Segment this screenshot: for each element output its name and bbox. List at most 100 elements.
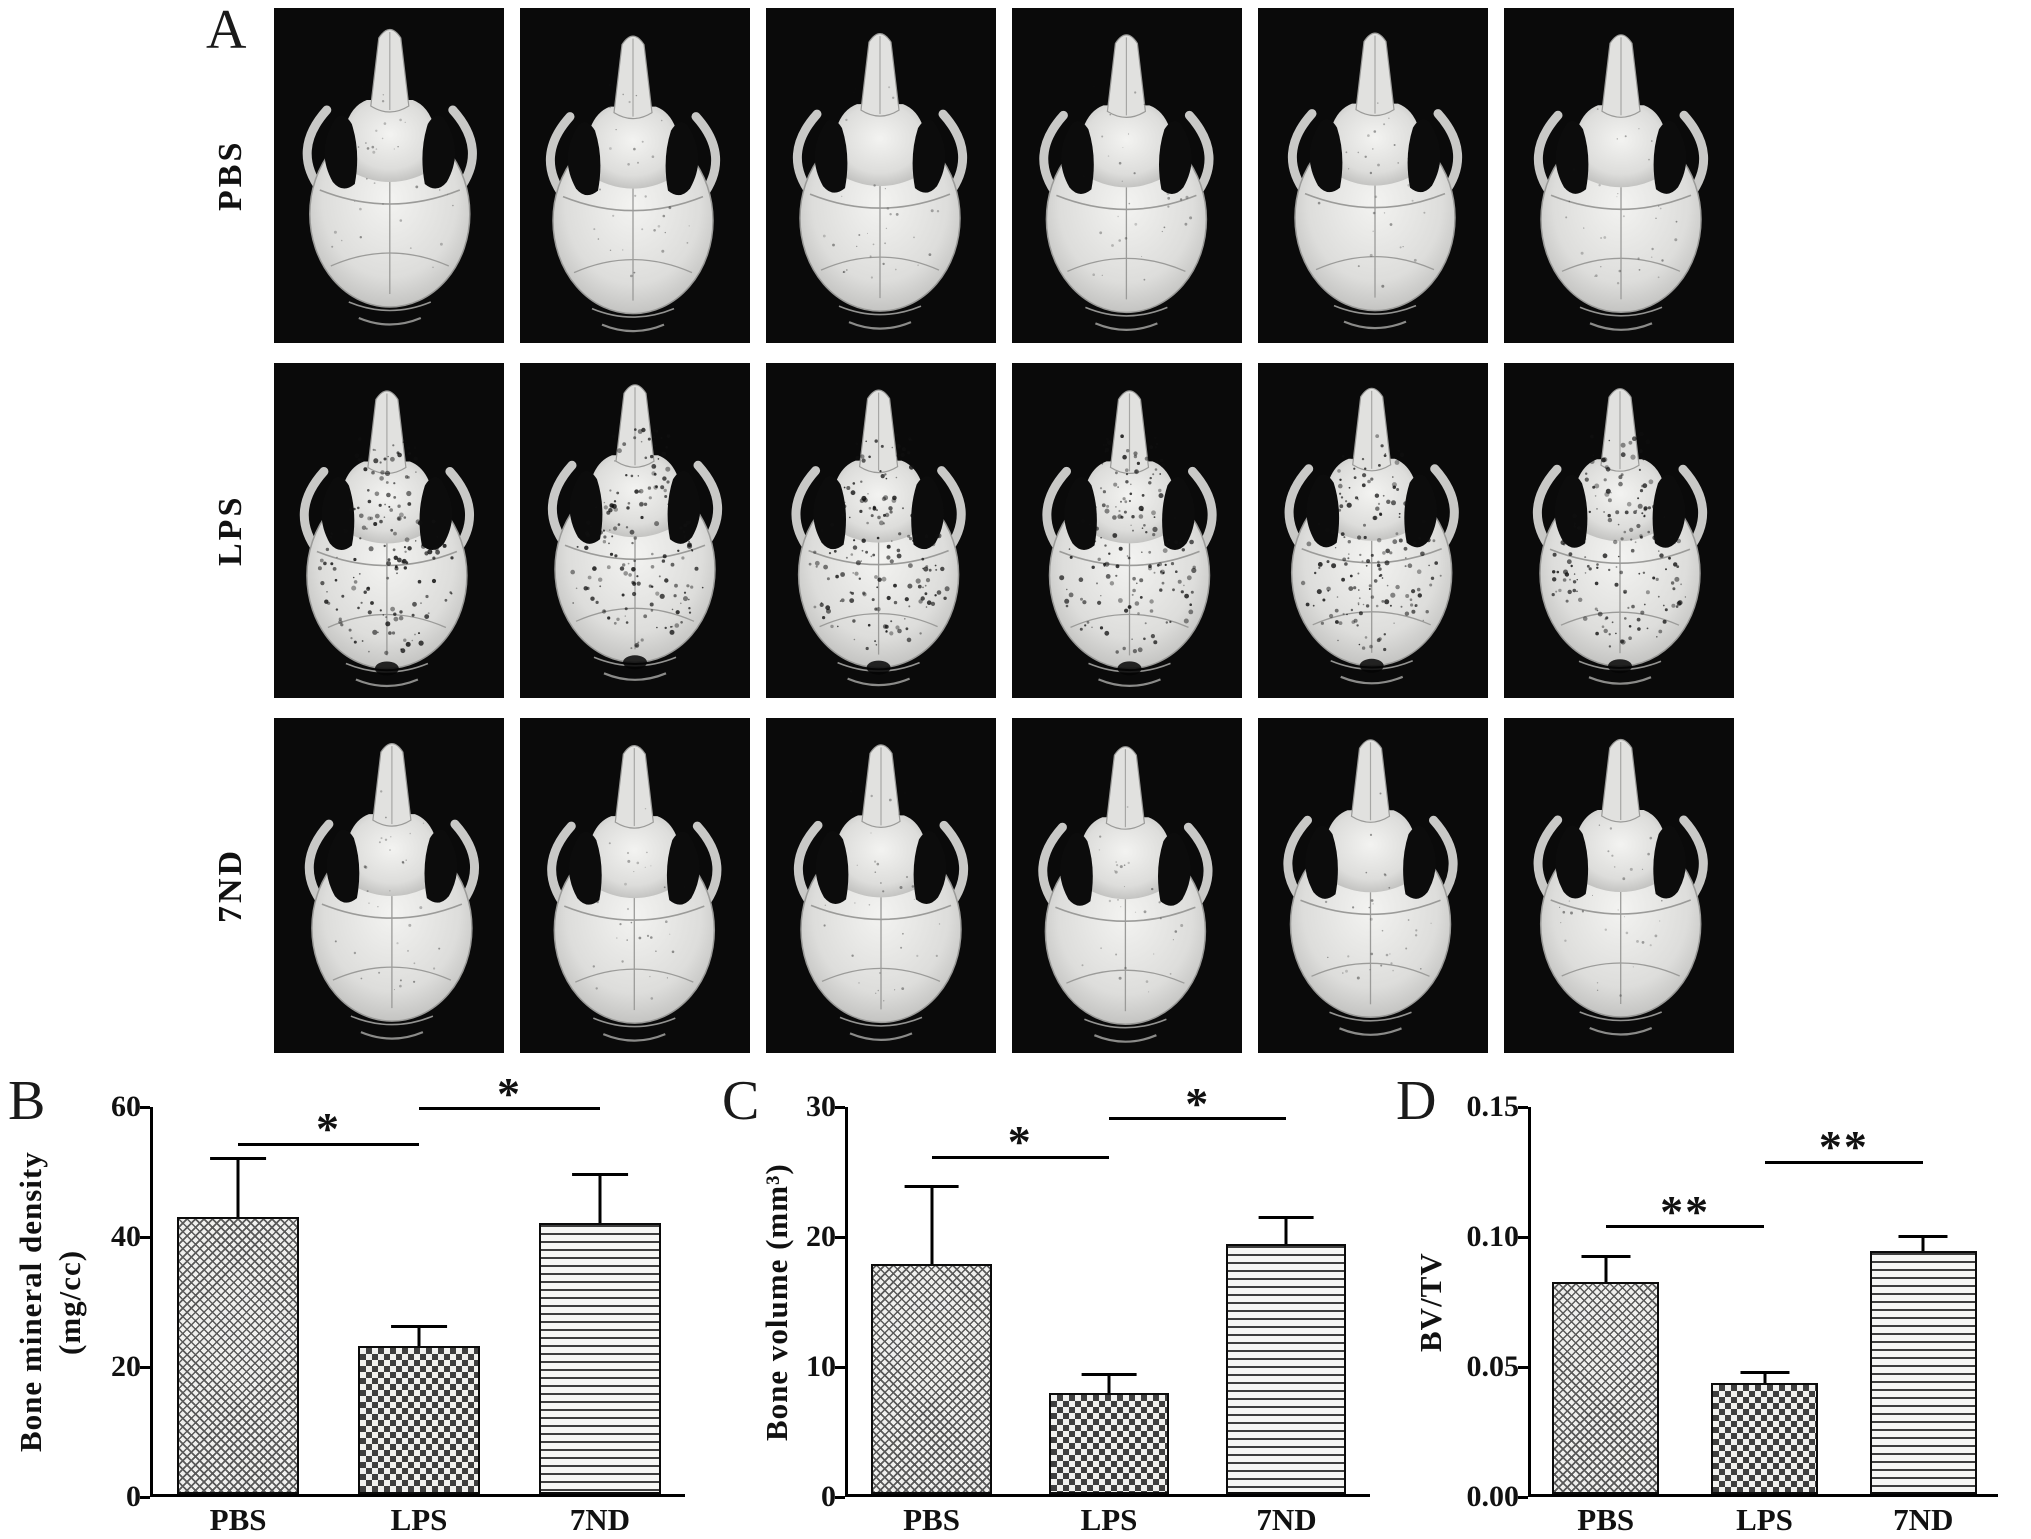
error-bar-stem bbox=[598, 1174, 602, 1224]
significance-line bbox=[419, 1107, 600, 1111]
plot-area-b: 0 20 40 60 PBS LPS 7ND * * bbox=[111, 1070, 685, 1535]
y-tick-mark bbox=[835, 1235, 845, 1239]
error-bar-cap bbox=[1081, 1372, 1137, 1376]
y-tick-label: 20 bbox=[806, 1220, 836, 1253]
skull-dorsal-view bbox=[1504, 718, 1734, 1053]
plot-area-d: 0.00 0.05 0.10 0.15 PBS LPS 7ND ** ** bbox=[1467, 1092, 1998, 1535]
bar-lps bbox=[1710, 1383, 1819, 1494]
skull-dorsal-view bbox=[1012, 363, 1242, 698]
skull-dorsal-view bbox=[1504, 8, 1734, 343]
microct-skull-image bbox=[274, 363, 504, 698]
microct-skull-image bbox=[766, 8, 996, 343]
significance-stars: ** bbox=[1660, 1185, 1711, 1237]
row-label-pbs: PBS bbox=[212, 139, 249, 212]
panel-d-bvtv-chart: D BV/TV 0.00 0.05 0.10 0.15 PBS LPS 7ND ** ** bbox=[1396, 1065, 2031, 1539]
skull-dorsal-view bbox=[1258, 8, 1488, 343]
skull-dorsal-view bbox=[274, 363, 504, 698]
error-bar-cap bbox=[1898, 1234, 1948, 1238]
microct-skull-image bbox=[1012, 718, 1242, 1053]
y-tick-label: 0 bbox=[821, 1480, 836, 1513]
x-category-label: PBS bbox=[1577, 1502, 1635, 1537]
y-tick-mark bbox=[1518, 1495, 1528, 1499]
y-tick-mark bbox=[1518, 1365, 1528, 1369]
microct-skull-image bbox=[520, 363, 750, 698]
error-bar-stem bbox=[1604, 1256, 1608, 1283]
panel-a-letter: A bbox=[206, 0, 247, 61]
bar-pbs bbox=[871, 1264, 992, 1494]
panel-c-bone-volume-chart: C Bone volume (mm³) 0 10 20 30 PBS LPS 7ND * * bbox=[722, 1065, 1382, 1539]
significance-line bbox=[1109, 1116, 1287, 1120]
y-axis-label: Bone mineral density (mg/cc) bbox=[13, 1151, 87, 1453]
y-tick-mark bbox=[1518, 1105, 1528, 1109]
skull-dorsal-view bbox=[766, 718, 996, 1053]
error-bar-cap bbox=[571, 1173, 628, 1177]
significance-stars: * bbox=[496, 1067, 522, 1119]
bar-pbs bbox=[1552, 1282, 1660, 1494]
x-category-label: 7ND bbox=[1893, 1502, 1954, 1537]
error-bar-cap bbox=[210, 1157, 267, 1161]
microct-skull-image bbox=[1258, 363, 1488, 698]
microct-skull-image bbox=[1258, 718, 1488, 1053]
error-bar-stem bbox=[236, 1158, 240, 1217]
error-bar-stem bbox=[1763, 1372, 1766, 1384]
error-bar-stem bbox=[1107, 1374, 1111, 1394]
skull-dorsal-view bbox=[1258, 363, 1488, 698]
microct-skull-image bbox=[1504, 8, 1734, 343]
y-axis-label: BV/TV bbox=[1413, 1252, 1448, 1352]
skull-dorsal-view bbox=[766, 363, 996, 698]
y-axis-label: Bone volume (mm³) bbox=[759, 1163, 794, 1441]
x-category-label: LPS bbox=[1736, 1502, 1793, 1537]
microct-skull-image bbox=[520, 8, 750, 343]
row-label-7nd: 7ND bbox=[212, 847, 249, 924]
bar-lps bbox=[357, 1345, 481, 1494]
y-tick-label: 0.10 bbox=[1466, 1220, 1520, 1253]
y-tick-label: 10 bbox=[806, 1350, 836, 1383]
skull-dorsal-view bbox=[1012, 718, 1242, 1053]
y-tick-mark bbox=[1518, 1235, 1528, 1239]
y-tick-mark bbox=[140, 1495, 150, 1499]
x-category-label: PBS bbox=[903, 1502, 960, 1537]
y-tick-label: 0.15 bbox=[1466, 1090, 1520, 1123]
microct-skull-image bbox=[1012, 8, 1242, 343]
bar-7nd bbox=[1869, 1251, 1977, 1494]
panel-b-letter: B bbox=[8, 1070, 46, 1132]
panel-c-letter: C bbox=[722, 1070, 760, 1132]
skull-dorsal-view bbox=[1012, 8, 1242, 343]
panel-d-letter: D bbox=[1396, 1070, 1437, 1132]
significance-stars: * bbox=[1185, 1077, 1211, 1129]
microct-skull-image bbox=[766, 363, 996, 698]
significance-line bbox=[931, 1155, 1109, 1159]
microct-image-grid bbox=[274, 8, 1734, 1053]
y-tick-mark bbox=[835, 1105, 845, 1109]
microct-skull-image bbox=[274, 718, 504, 1053]
y-tick-label: 0 bbox=[126, 1480, 141, 1513]
bar-lps bbox=[1048, 1393, 1170, 1494]
skull-dorsal-view bbox=[520, 718, 750, 1053]
y-tick-mark bbox=[140, 1105, 150, 1109]
microct-skull-image bbox=[1258, 8, 1488, 343]
skull-dorsal-view bbox=[520, 363, 750, 698]
y-tick-label: 30 bbox=[806, 1090, 836, 1123]
bar-7nd bbox=[1226, 1243, 1347, 1494]
error-bar-cap bbox=[1581, 1255, 1631, 1259]
error-bar-cap bbox=[904, 1185, 959, 1189]
significance-stars: ** bbox=[1818, 1121, 1869, 1173]
microct-skull-image bbox=[1012, 363, 1242, 698]
error-bar-cap bbox=[391, 1324, 447, 1328]
y-tick-label: 40 bbox=[111, 1220, 141, 1253]
y-tick-mark bbox=[835, 1365, 845, 1369]
y-tick-label: 0.00 bbox=[1466, 1480, 1520, 1513]
x-category-label: LPS bbox=[390, 1502, 448, 1537]
microct-skull-image bbox=[1504, 718, 1734, 1053]
error-bar-stem bbox=[930, 1187, 934, 1265]
y-tick-label: 0.05 bbox=[1466, 1350, 1520, 1383]
skull-dorsal-view bbox=[1504, 363, 1734, 698]
microct-skull-image bbox=[1504, 363, 1734, 698]
significance-stars: * bbox=[1007, 1116, 1033, 1168]
x-category-label: PBS bbox=[209, 1502, 267, 1537]
bar-7nd bbox=[538, 1223, 662, 1494]
significance-line bbox=[1764, 1160, 1924, 1164]
error-bar-stem bbox=[417, 1326, 421, 1346]
bar-pbs bbox=[176, 1216, 300, 1494]
